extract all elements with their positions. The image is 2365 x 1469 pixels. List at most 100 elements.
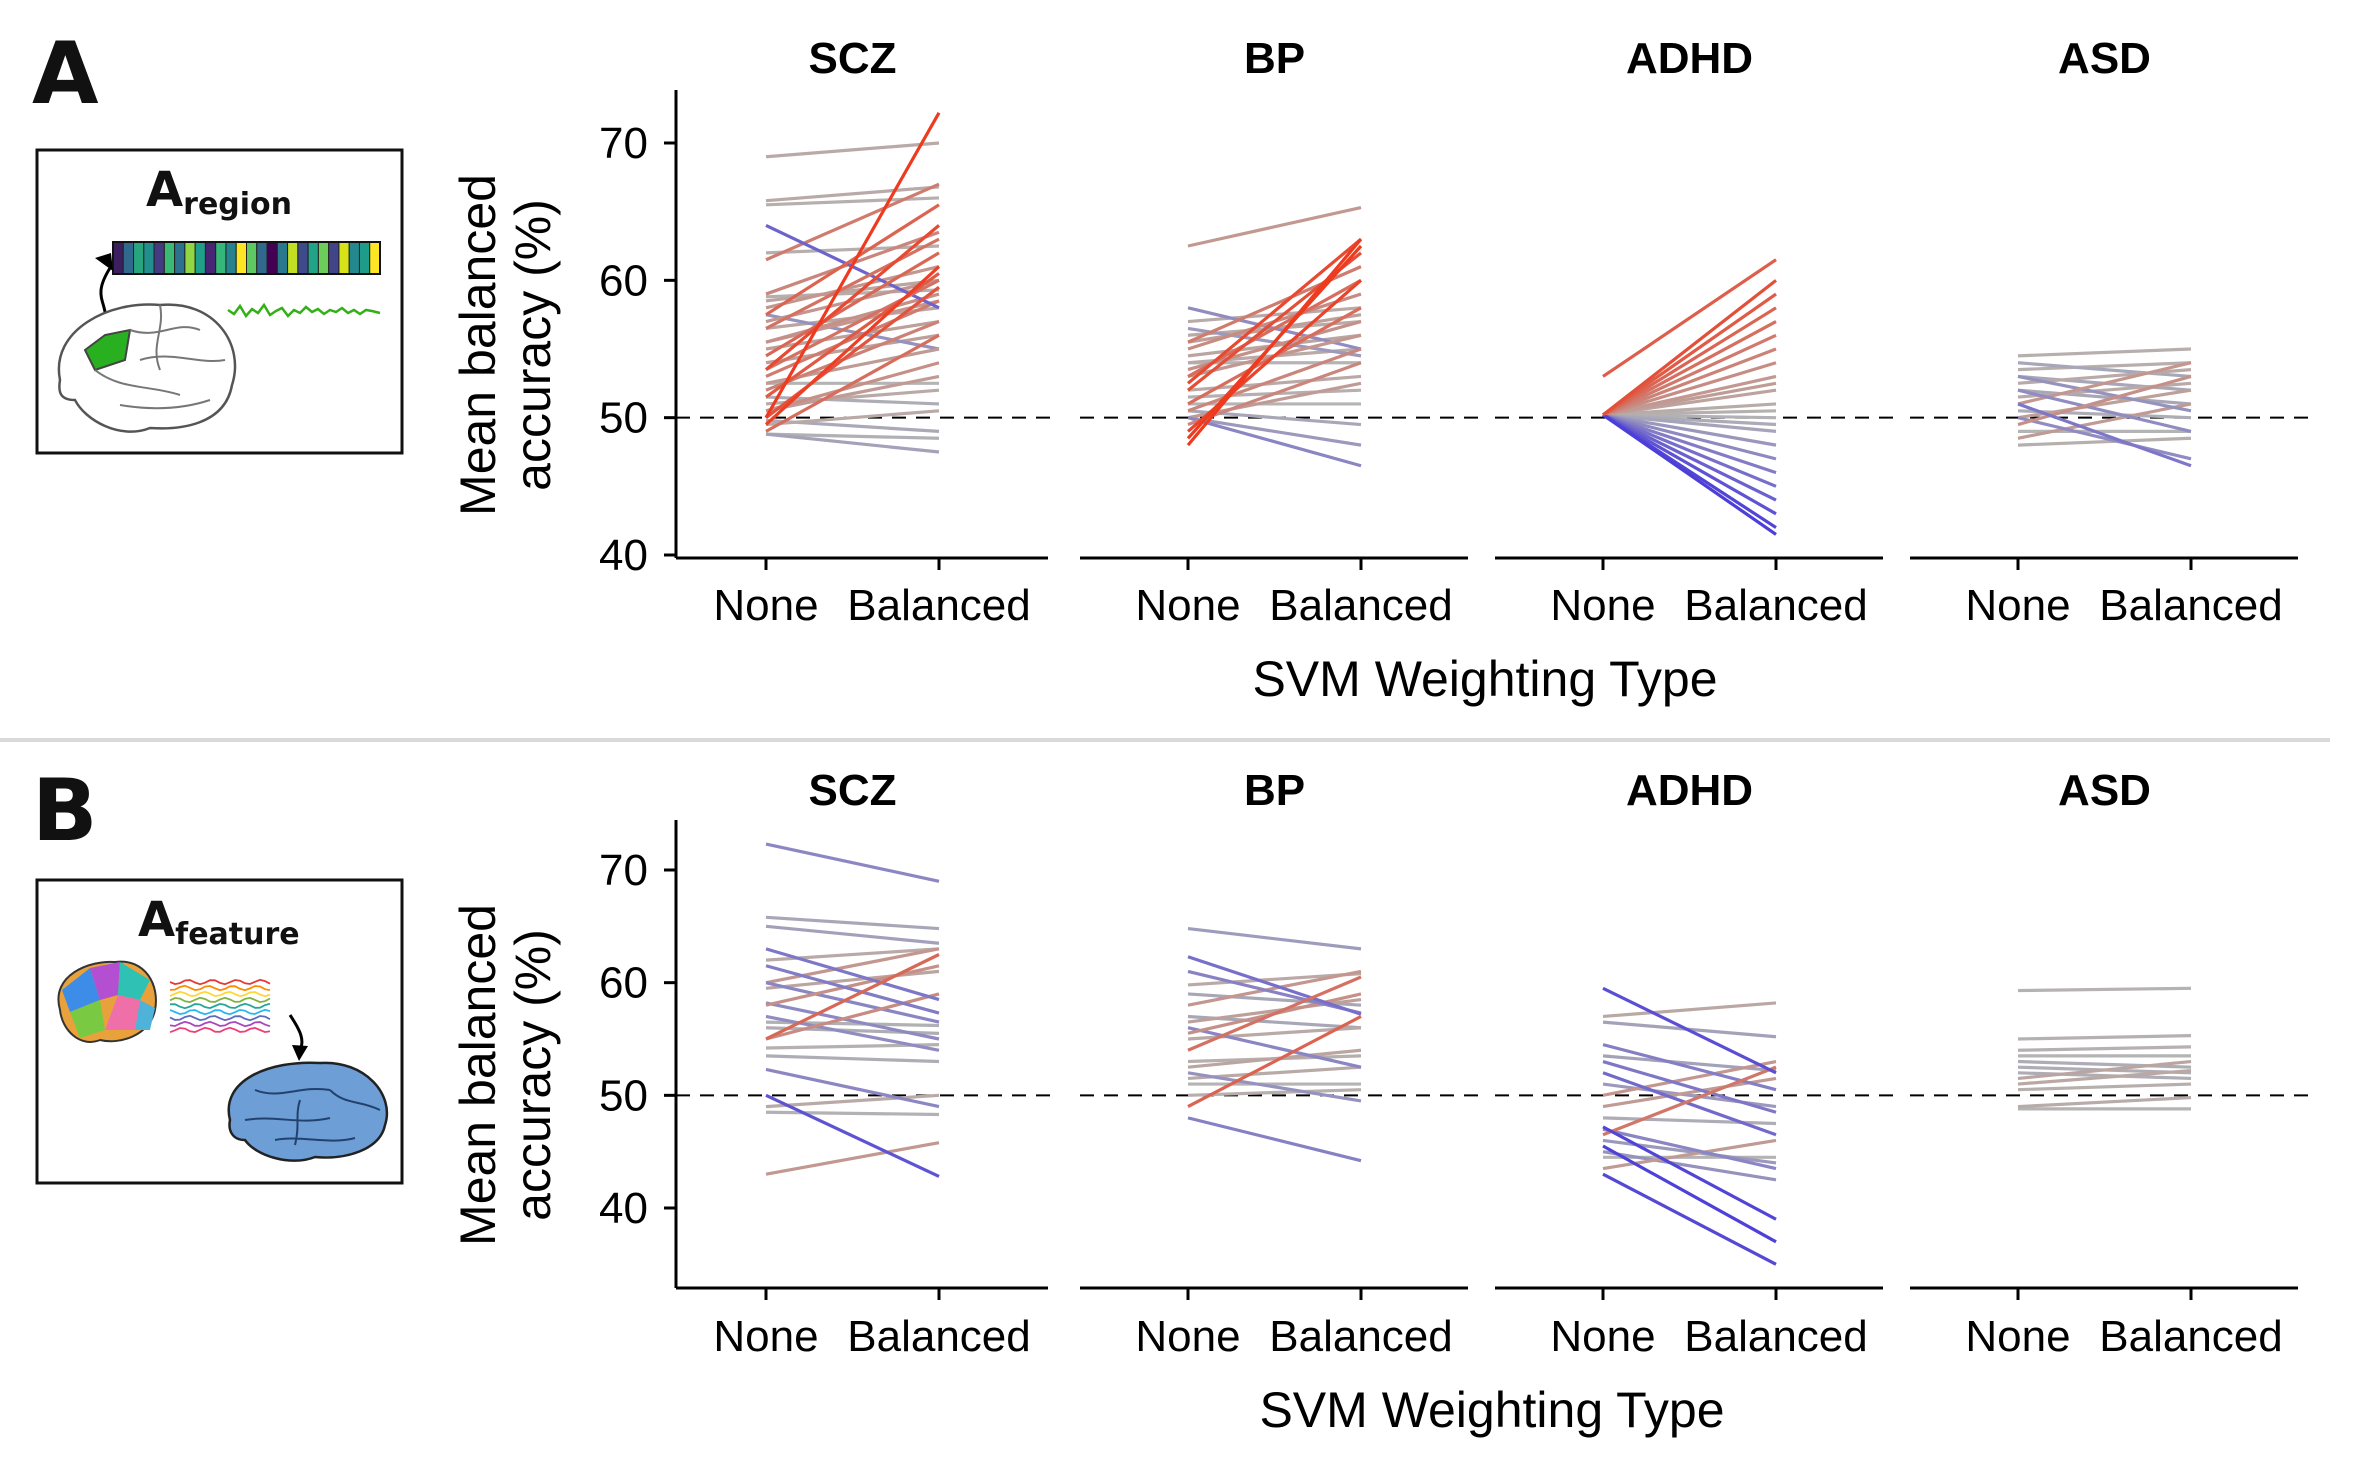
y-tick-label: 60	[599, 959, 648, 1008]
series-line	[2017, 1059, 2192, 1081]
strip-cell	[266, 241, 278, 275]
facet-scz: SCZ None Balanced	[676, 34, 1058, 630]
facet-asd: ASD None Balanced	[1910, 34, 2308, 630]
rainbow-trace	[169, 978, 271, 986]
series-line	[1187, 306, 1362, 324]
y-tick-label: 40	[599, 531, 648, 580]
series-line	[1602, 306, 1777, 417]
series-line	[2017, 1034, 2192, 1041]
series-line	[1602, 258, 1777, 378]
series-line	[765, 265, 940, 310]
rainbow-trace	[169, 984, 271, 992]
series-line	[1187, 347, 1362, 413]
series-line	[2017, 388, 2192, 406]
strip-cell	[358, 241, 371, 275]
brain-icon	[57, 303, 237, 433]
x-tick-label: Balanced	[1269, 1312, 1452, 1361]
series-line	[1602, 292, 1777, 417]
series-line	[2017, 374, 2192, 427]
rainbow-trace	[169, 1026, 271, 1034]
series-line	[765, 432, 940, 454]
series-line	[1602, 361, 1777, 417]
series-line	[765, 185, 940, 203]
strip-cell	[133, 241, 145, 275]
strip-cell	[297, 241, 309, 275]
strip-cell	[256, 241, 268, 275]
strip-cell	[369, 241, 381, 275]
series-line	[2017, 361, 2192, 379]
series-line	[765, 409, 940, 427]
facet-adhd: ADHD None Balanced	[1495, 766, 1893, 1361]
x-tick-label: None	[1135, 581, 1240, 630]
facet-bp: BP None Balanced	[1080, 766, 1478, 1361]
series-line	[765, 244, 940, 255]
series-line	[765, 915, 940, 931]
facet-asd: ASD None Balanced	[1910, 766, 2308, 1361]
series-line	[765, 992, 940, 1041]
series-line	[765, 182, 940, 262]
series-line	[765, 964, 940, 1007]
rainbow-trace	[169, 1002, 271, 1010]
series-line	[1602, 1116, 1777, 1126]
facet-title: SCZ	[809, 34, 897, 83]
panel-a-inset: Aregion	[35, 148, 404, 455]
series-line	[1187, 1116, 1362, 1163]
x-tick-label: None	[713, 1312, 818, 1361]
series-line	[2017, 388, 2192, 433]
series-line	[765, 842, 940, 883]
x-tick-label: None	[1965, 1312, 2070, 1361]
series-line	[2017, 1045, 2192, 1052]
series-line	[765, 947, 940, 1002]
arrow-head-b-icon	[292, 1045, 308, 1061]
series-line	[1602, 1150, 1777, 1182]
series-line	[1602, 402, 1777, 417]
series-line	[765, 285, 940, 419]
series-line	[1602, 1125, 1777, 1221]
series-line	[1187, 361, 1362, 427]
series-line	[1602, 413, 1777, 536]
series-line	[1187, 1048, 1362, 1069]
x-tick-label: None	[1550, 581, 1655, 630]
x-tick-label: Balanced	[847, 1312, 1030, 1361]
facet-adhd: ADHD None Balanced	[1495, 34, 1893, 630]
strip-cell	[194, 241, 206, 275]
panel-b: B Afeature Mean balanced accuracy (%)	[32, 761, 2308, 1438]
series-line	[765, 1001, 940, 1041]
rainbow-trace	[169, 1014, 271, 1022]
series-line	[2017, 1068, 2192, 1086]
series-line	[765, 1093, 940, 1109]
x-tick-label: Balanced	[1684, 581, 1867, 630]
facet-title: ADHD	[1626, 766, 1753, 815]
series-line	[765, 196, 940, 207]
series-line	[1602, 1138, 1777, 1165]
panel-b-ylabel-line1: Mean balanced	[450, 904, 506, 1246]
blue-brain-icon	[227, 1061, 389, 1162]
series-line	[765, 964, 940, 1015]
panel-b-letter: B	[32, 761, 98, 861]
series-line	[1602, 413, 1777, 475]
series-line	[765, 374, 940, 413]
facet-title: ASD	[2058, 34, 2151, 83]
facet-title: BP	[1244, 34, 1305, 83]
series-line	[765, 313, 940, 351]
series-line	[765, 141, 940, 159]
strip-cell	[204, 241, 217, 275]
panel-b-xlabel: SVM Weighting Type	[1259, 1382, 1724, 1438]
series-line	[765, 1067, 940, 1109]
series-line	[1602, 413, 1777, 433]
series-line	[1187, 1071, 1362, 1103]
strip-cell	[287, 241, 299, 275]
strip-cell	[307, 241, 319, 275]
x-tick-label: None	[713, 581, 818, 630]
series-line	[1602, 986, 1777, 1075]
series-line	[2017, 1059, 2192, 1069]
rainbow-trace	[169, 1020, 271, 1028]
facet-title: BP	[1244, 766, 1305, 815]
series-line	[765, 320, 940, 392]
series-line	[1602, 1065, 1777, 1137]
series-line	[2017, 402, 2192, 468]
series-line	[1602, 413, 1777, 502]
region-feature-strip	[112, 241, 381, 275]
series-line	[1602, 279, 1777, 417]
